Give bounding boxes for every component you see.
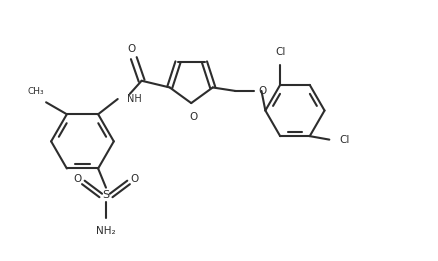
- Text: Cl: Cl: [274, 48, 285, 57]
- Text: O: O: [258, 86, 266, 96]
- Text: CH₃: CH₃: [27, 87, 44, 96]
- Text: S: S: [102, 191, 109, 200]
- Text: O: O: [130, 174, 138, 184]
- Text: O: O: [127, 44, 135, 55]
- Text: O: O: [74, 174, 81, 184]
- Text: NH: NH: [127, 94, 142, 104]
- Text: Cl: Cl: [338, 135, 349, 145]
- Text: O: O: [189, 112, 197, 122]
- Text: NH₂: NH₂: [96, 226, 116, 236]
